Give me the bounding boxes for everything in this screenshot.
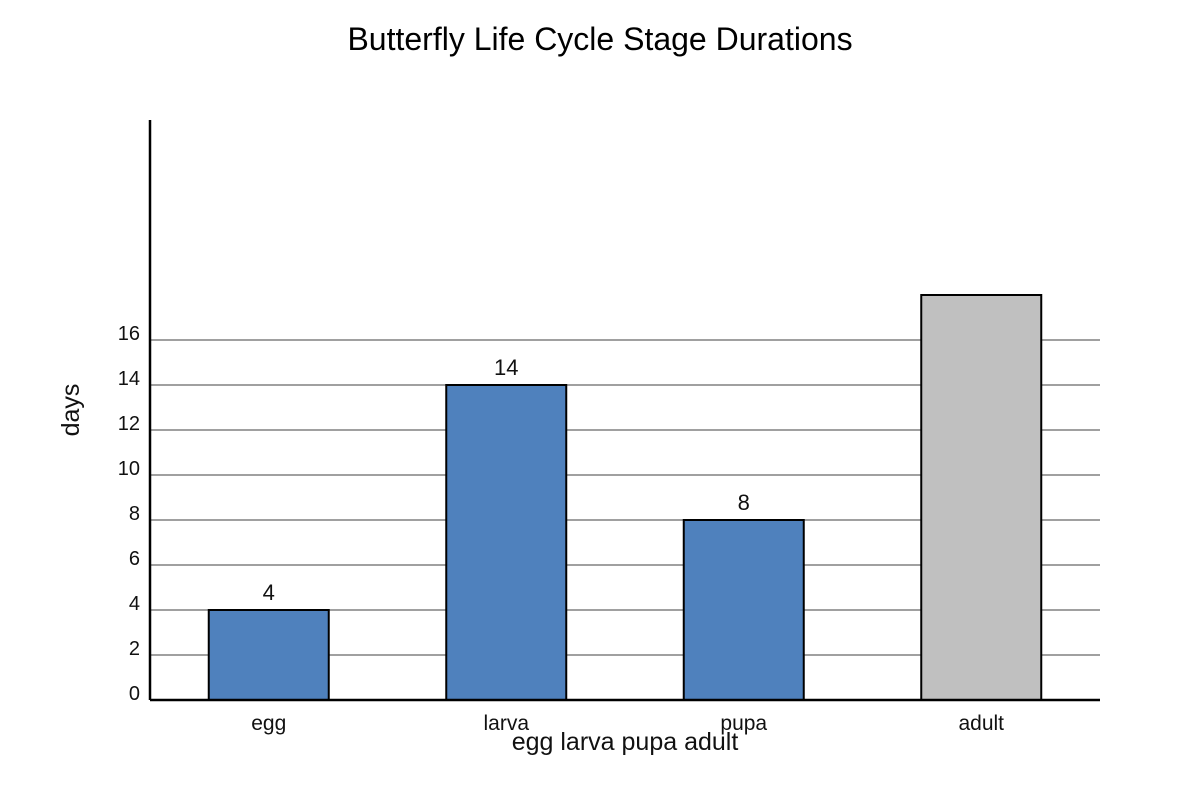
y-tick-label: 12: [118, 413, 140, 435]
chart-title: Butterfly Life Cycle Stage Durations: [347, 21, 852, 57]
y-tick-labels: 0 2 4 6 8 10 12 14 16: [118, 323, 140, 705]
y-tick-label: 0: [129, 683, 140, 705]
bar-pupa: [682, 519, 805, 701]
axes: [148, 120, 1100, 702]
bars: 4 14 8: [207, 294, 1043, 701]
y-axis-label: days: [57, 384, 85, 437]
y-tick-label: 10: [118, 458, 140, 480]
bar-value-label: 14: [494, 355, 518, 380]
bar-value-label: 8: [738, 490, 750, 515]
bar-value-label: 4: [263, 580, 275, 605]
y-tick-label: 4: [129, 593, 140, 615]
x-tick-label: egg: [251, 712, 286, 735]
y-tick-label: 16: [118, 323, 140, 345]
bar-larva: [445, 384, 568, 701]
y-tick-label: 2: [129, 638, 140, 660]
y-tick-label: 8: [129, 503, 140, 525]
x-axis-label: egg larva pupa adult: [512, 728, 739, 756]
y-tick-label: 14: [118, 368, 140, 390]
x-tick-labels: egg larva pupa adult: [251, 712, 1004, 735]
x-tick-label: larva: [483, 712, 529, 735]
x-tick-label: pupa: [720, 712, 767, 735]
bar-egg: [207, 609, 330, 701]
x-tick-label: adult: [958, 712, 1004, 735]
bar-adult: [920, 294, 1043, 701]
y-tick-label: 6: [129, 548, 140, 570]
